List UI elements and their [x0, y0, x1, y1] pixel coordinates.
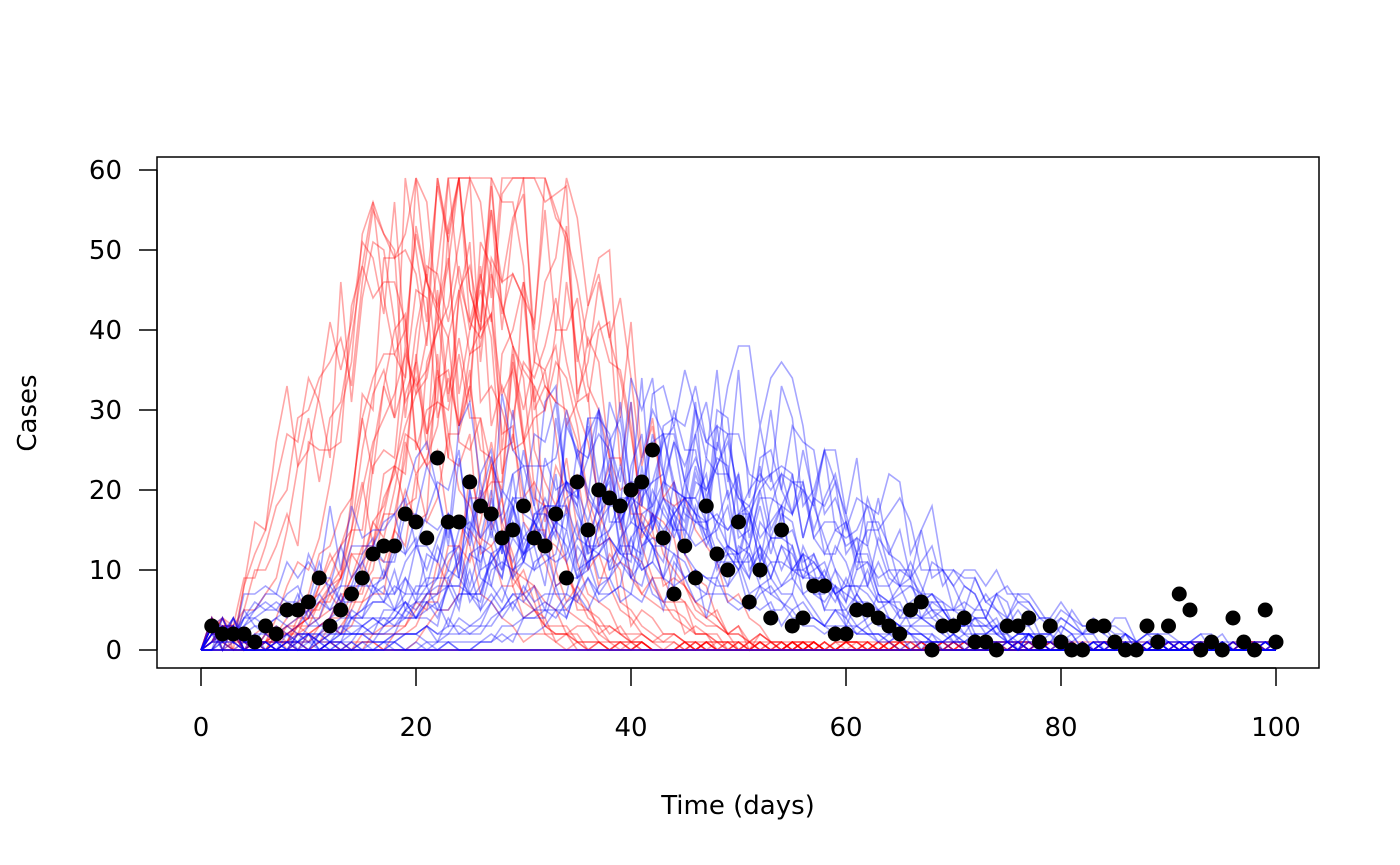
observed-point — [1097, 619, 1112, 634]
observed-point — [516, 499, 531, 514]
y-tick-label: 0 — [105, 636, 122, 666]
observed-point — [1258, 603, 1273, 618]
observed-point — [753, 563, 768, 578]
observed-point — [419, 531, 434, 546]
observed-point — [1172, 587, 1187, 602]
observed-point — [1021, 611, 1036, 626]
observed-point — [1247, 643, 1262, 658]
observed-point — [505, 523, 520, 538]
observed-point — [1183, 603, 1198, 618]
y-axis: 0 10 20 30 40 50 60 — [89, 156, 157, 666]
observed-point — [1140, 619, 1155, 634]
observed-point — [409, 515, 424, 530]
x-tick-label: 40 — [614, 713, 647, 743]
x-axis: 0 20 40 60 80 100 — [193, 668, 1301, 743]
y-tick-label: 50 — [89, 236, 122, 266]
observed-point — [645, 443, 660, 458]
observed-point — [452, 515, 467, 530]
observed-point — [570, 475, 585, 490]
observed-point — [484, 507, 499, 522]
observed-point — [667, 587, 682, 602]
observed-point — [355, 571, 370, 586]
observed-point — [301, 595, 316, 610]
observed-point — [1269, 635, 1284, 650]
observed-point — [688, 571, 703, 586]
observed-point — [774, 523, 789, 538]
observed-point — [581, 523, 596, 538]
observed-point — [247, 635, 262, 650]
observed-point — [333, 603, 348, 618]
y-tick-label: 10 — [89, 556, 122, 586]
observed-point — [720, 563, 735, 578]
observed-point — [312, 571, 327, 586]
observed-point — [1043, 619, 1058, 634]
observed-point — [559, 571, 574, 586]
x-tick-label: 60 — [829, 713, 862, 743]
red-simulation-line — [201, 290, 1276, 650]
observed-point — [1215, 643, 1230, 658]
y-tick-label: 60 — [89, 156, 122, 186]
observed-point — [796, 611, 811, 626]
observed-point — [269, 627, 284, 642]
observed-point — [763, 611, 778, 626]
observed-point — [742, 595, 757, 610]
observed-point — [989, 643, 1004, 658]
observed-point — [344, 587, 359, 602]
observed-point — [892, 627, 907, 642]
observed-point — [839, 627, 854, 642]
observed-point — [613, 499, 628, 514]
observed-point — [548, 507, 563, 522]
observed-point — [1129, 643, 1144, 658]
observed-point — [1075, 643, 1090, 658]
y-tick-label: 40 — [89, 316, 122, 346]
y-tick-label: 20 — [89, 476, 122, 506]
observed-point — [957, 611, 972, 626]
observed-point — [1226, 611, 1241, 626]
observed-point — [430, 451, 445, 466]
y-tick-label: 30 — [89, 396, 122, 426]
observed-point — [914, 595, 929, 610]
observed-point — [323, 619, 338, 634]
x-axis-title: Time (days) — [660, 791, 815, 821]
observed-point — [656, 531, 671, 546]
x-tick-label: 100 — [1251, 713, 1301, 743]
observed-point — [1161, 619, 1176, 634]
observed-point — [1150, 635, 1165, 650]
observed-point — [817, 579, 832, 594]
observed-point — [387, 539, 402, 554]
observed-point — [699, 499, 714, 514]
observed-point — [925, 643, 940, 658]
y-axis-title: Cases — [13, 374, 43, 451]
observed-point — [538, 539, 553, 554]
x-tick-label: 0 — [193, 713, 210, 743]
observed-point — [1032, 635, 1047, 650]
observed-point — [677, 539, 692, 554]
x-tick-label: 80 — [1044, 713, 1077, 743]
observed-point — [634, 475, 649, 490]
observed-point — [731, 515, 746, 530]
observed-point — [462, 475, 477, 490]
observed-point — [710, 547, 725, 562]
x-tick-label: 20 — [399, 713, 432, 743]
